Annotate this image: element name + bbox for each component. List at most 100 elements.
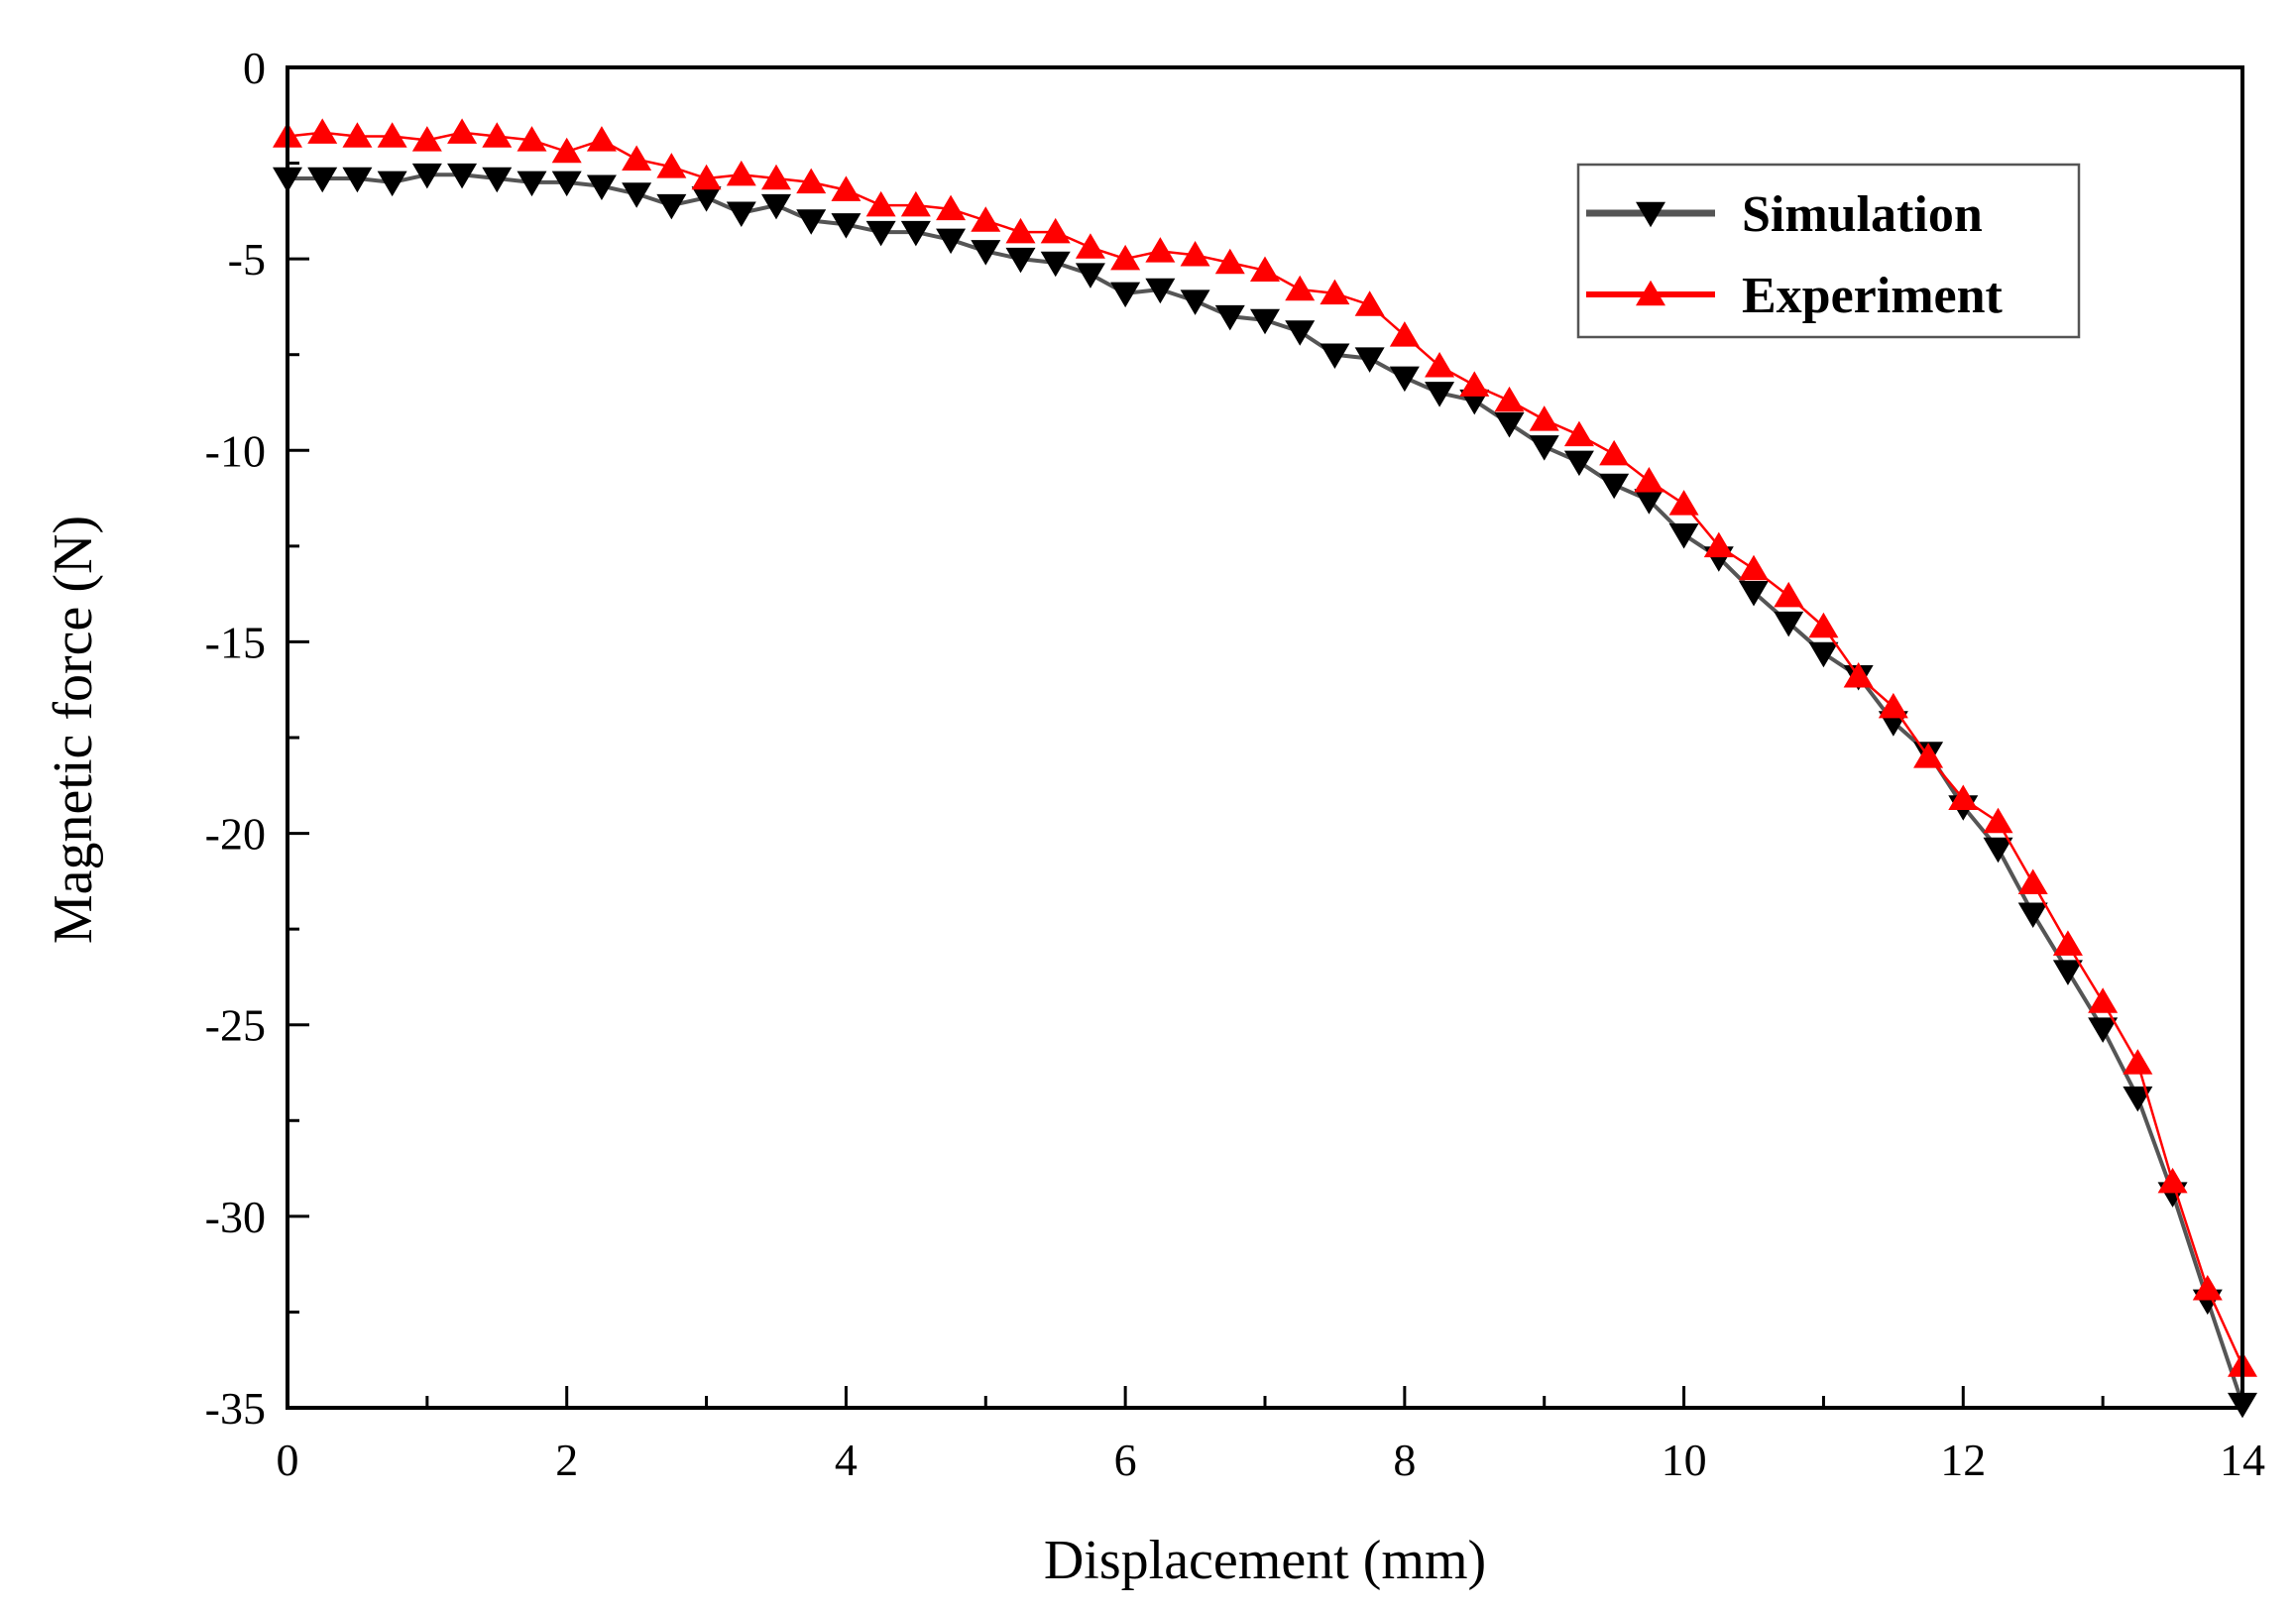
data-point-experiment	[1320, 279, 1350, 305]
data-point-experiment	[2157, 1167, 2188, 1194]
x-tick-label: 12	[1940, 1435, 1986, 1485]
data-point-simulation	[936, 228, 967, 255]
data-point-simulation	[2123, 1086, 2153, 1112]
legend-label: Simulation	[1742, 186, 1983, 243]
data-point-simulation	[691, 186, 722, 212]
data-point-simulation	[2088, 1017, 2119, 1043]
data-point-experiment	[1634, 466, 1665, 493]
y-axis-title: Magnetic force (N)	[43, 516, 104, 944]
x-tick-label: 4	[835, 1435, 858, 1485]
data-point-simulation	[831, 213, 861, 239]
data-point-simulation	[1494, 411, 1525, 438]
data-point-experiment	[1774, 581, 1804, 608]
data-point-experiment	[1459, 371, 1490, 397]
x-tick-label: 14	[2220, 1435, 2265, 1485]
legend-label: Experiment	[1742, 268, 2004, 324]
data-point-simulation	[1110, 282, 1141, 308]
data-point-experiment	[551, 137, 582, 164]
data-point-simulation	[1425, 382, 1455, 407]
data-point-experiment	[482, 122, 513, 148]
data-point-experiment	[1180, 241, 1210, 267]
data-point-experiment	[1354, 290, 1385, 316]
data-point-experiment	[1250, 256, 1280, 282]
data-point-simulation	[726, 201, 756, 228]
data-point-simulation	[1005, 247, 1036, 274]
data-point-simulation	[1808, 641, 1839, 668]
legend-marker	[1636, 201, 1665, 228]
data-point-experiment	[1040, 217, 1071, 244]
data-point-experiment	[796, 168, 827, 194]
data-point-simulation	[1040, 251, 1071, 278]
data-point-simulation	[342, 167, 373, 193]
data-point-experiment	[377, 122, 407, 148]
data-point-experiment	[2088, 987, 2119, 1013]
data-point-simulation	[1739, 580, 1769, 607]
data-point-simulation	[411, 163, 442, 189]
legend: Simulation Experiment	[1576, 163, 2081, 339]
data-point-simulation	[1529, 435, 1559, 461]
series-simulation	[273, 163, 2257, 1419]
data-point-experiment	[1214, 248, 1245, 275]
data-point-experiment	[656, 153, 687, 178]
x-tick-label: 8	[1393, 1435, 1416, 1485]
y-tick-label: -10	[205, 425, 266, 476]
data-point-experiment	[2192, 1275, 2223, 1301]
data-point-experiment	[726, 160, 756, 186]
series-layer	[273, 118, 2257, 1419]
data-point-simulation	[447, 163, 478, 189]
data-point-experiment	[1739, 554, 1769, 581]
data-point-experiment	[936, 194, 967, 221]
data-point-experiment	[1668, 490, 1699, 516]
legend-item-simulation: Simulation	[1586, 186, 1983, 243]
data-point-experiment	[1005, 217, 1036, 244]
data-point-experiment	[1703, 531, 1734, 558]
y-tick-label: -20	[205, 809, 266, 860]
data-point-experiment	[1494, 386, 1525, 412]
data-point-experiment	[1563, 420, 1594, 447]
series-experiment	[273, 118, 2257, 1377]
data-point-experiment	[2123, 1049, 2153, 1075]
data-point-experiment	[1843, 661, 1874, 688]
data-point-simulation	[1320, 343, 1350, 369]
data-point-experiment	[971, 206, 1001, 232]
data-point-experiment	[1110, 244, 1141, 271]
data-point-experiment	[1808, 612, 1839, 638]
data-point-experiment	[517, 126, 547, 152]
data-point-simulation	[517, 171, 547, 197]
data-point-simulation	[377, 171, 407, 197]
y-tick-label: -5	[228, 234, 266, 285]
data-point-simulation	[865, 220, 896, 247]
data-point-simulation	[622, 182, 652, 208]
data-point-simulation	[796, 209, 827, 235]
data-point-simulation	[1250, 308, 1280, 335]
x-tick-label: 0	[277, 1435, 299, 1485]
data-point-experiment	[411, 126, 442, 152]
data-point-experiment	[900, 190, 931, 217]
data-point-experiment	[622, 145, 652, 171]
data-point-simulation	[1214, 304, 1245, 331]
legend-marker	[1636, 280, 1665, 306]
data-point-experiment	[1389, 321, 1420, 347]
data-point-simulation	[1634, 489, 1665, 515]
data-point-simulation	[1599, 473, 1630, 500]
data-point-experiment	[761, 164, 791, 190]
data-point-simulation	[1563, 450, 1594, 477]
data-point-simulation	[1389, 366, 1420, 393]
data-point-simulation	[1145, 278, 1176, 304]
y-tick-label: -25	[205, 1000, 266, 1051]
data-point-experiment	[307, 118, 338, 144]
data-point-experiment	[831, 175, 861, 201]
y-tick-label: -30	[205, 1192, 266, 1242]
data-point-experiment	[1878, 692, 1908, 719]
data-point-simulation	[1075, 263, 1105, 288]
data-point-simulation	[761, 193, 791, 220]
legend-box	[1576, 163, 2081, 339]
x-tick-label: 2	[555, 1435, 578, 1485]
data-point-experiment	[691, 164, 722, 190]
data-point-experiment	[1599, 439, 1630, 466]
data-point-experiment	[1145, 237, 1176, 263]
data-point-experiment	[1285, 275, 1316, 301]
data-point-experiment	[1983, 807, 2013, 834]
